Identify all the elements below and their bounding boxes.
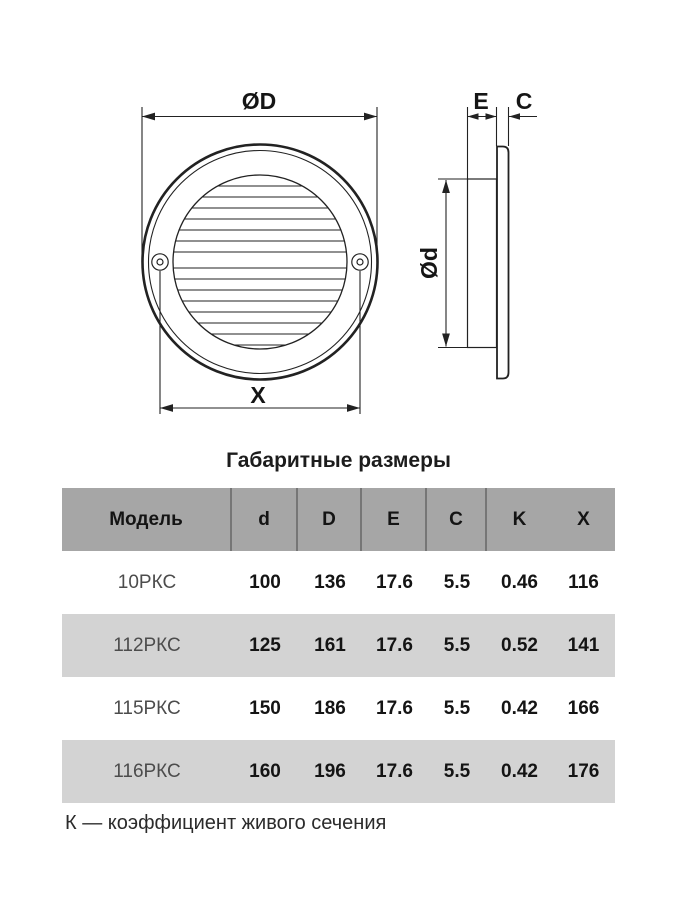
dim-inner-diameter (438, 178, 468, 349)
cell-K: 0.52 (501, 634, 538, 656)
cell-model: 115РКС (113, 697, 181, 719)
dim-label-inner-diameter: Ød (416, 247, 442, 279)
inner-rim-circle (147, 149, 373, 375)
dim-outer-diameter (141, 107, 378, 262)
table-row: 116РКС 160 196 17.6 5.5 0.42 176 (62, 740, 615, 803)
dimensions-table: Модель d D E C K X 10РКС 100 136 17.6 5.… (62, 488, 615, 803)
table-row: 112РКС 125 161 17.6 5.5 0.52 141 (62, 614, 615, 677)
header-cell-C: C (427, 488, 487, 551)
cell-D: 161 (314, 634, 346, 656)
cell-X: 166 (567, 697, 600, 719)
cell-model: 10РКС (117, 571, 177, 593)
cell-E: 17.6 (376, 634, 413, 656)
dim-flange-thickness (507, 107, 537, 146)
cell-model: 116РКС (113, 760, 181, 782)
cell-D: 136 (314, 571, 346, 593)
cell-d: 160 (249, 760, 281, 782)
header-cell-E: E (362, 488, 427, 551)
cell-E: 17.6 (376, 571, 413, 593)
header-cell-D: D (298, 488, 362, 551)
dim-label-outer-diameter: ØD (242, 88, 277, 114)
cell-C: 5.5 (443, 697, 471, 719)
cell-C: 5.5 (443, 760, 471, 782)
cell-model: 112РКС (113, 634, 181, 656)
cell-E: 17.6 (376, 697, 413, 719)
grille-circle (172, 174, 348, 350)
table-row: 115РКС 150 186 17.6 5.5 0.42 166 (62, 677, 615, 740)
cell-K: 0.42 (501, 760, 538, 782)
screw-hole-right (351, 253, 369, 271)
dimension-drawing: ØD X E C (141, 88, 537, 414)
dim-label-mounting-distance: X (250, 382, 266, 408)
cell-X: 141 (567, 634, 600, 656)
side-view (466, 145, 510, 380)
footnote: К — коэффициент живого сечения (65, 812, 387, 834)
screw-hole-left (151, 253, 169, 271)
cell-K: 0.46 (501, 571, 538, 593)
front-view (141, 143, 379, 381)
cell-D: 186 (314, 697, 346, 719)
dim-collar-depth (466, 107, 498, 179)
cell-d: 150 (249, 697, 281, 719)
header-cell-model: Модель (62, 488, 232, 551)
cell-K: 0.42 (501, 697, 538, 719)
table-header-row: Модель d D E C K X (62, 488, 615, 551)
dim-label-flange-thickness: C (516, 88, 533, 114)
outer-rim-circle (141, 143, 379, 381)
cell-d: 125 (249, 634, 281, 656)
dim-label-collar-depth: E (473, 88, 488, 114)
header-cell-X: X (577, 508, 590, 530)
cell-E: 17.6 (376, 760, 413, 782)
cell-d: 100 (249, 571, 281, 593)
header-cell-K: K (512, 508, 527, 530)
flange-profile (496, 145, 510, 380)
cell-X: 176 (567, 760, 600, 782)
dim-mounting-distance (159, 271, 361, 414)
header-cell-d: d (232, 488, 298, 551)
cell-C: 5.5 (443, 571, 471, 593)
section-title: Габаритные размеры (226, 449, 451, 472)
collar-profile (466, 178, 498, 349)
grille-slats (173, 185, 347, 346)
cell-X: 116 (568, 571, 599, 593)
cell-C: 5.5 (443, 634, 471, 656)
cell-D: 196 (314, 760, 346, 782)
table-row: 10РКС 100 136 17.6 5.5 0.46 116 (62, 551, 615, 614)
